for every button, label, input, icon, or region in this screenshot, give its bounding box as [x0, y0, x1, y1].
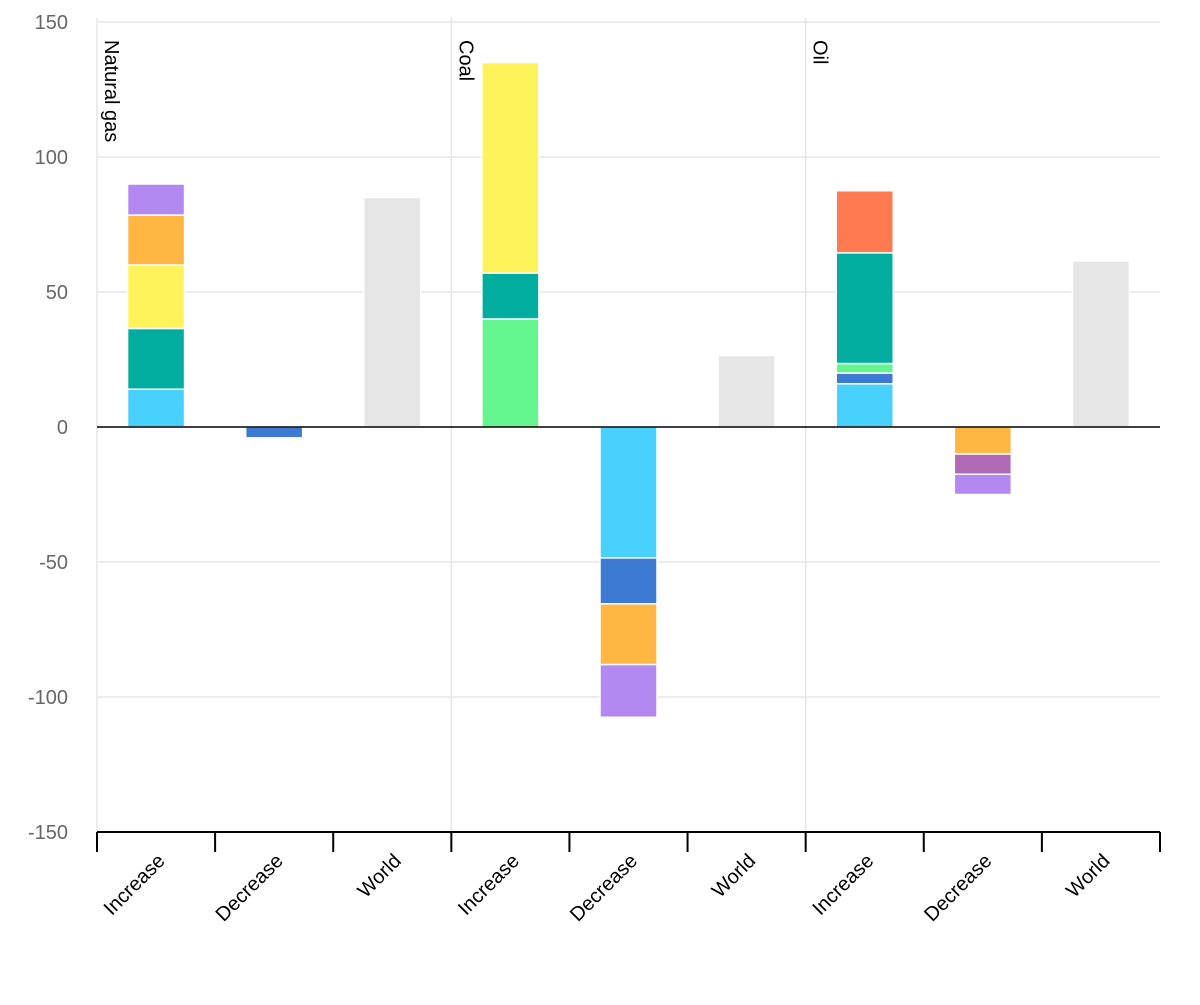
bar-segment	[244, 426, 304, 439]
x-tick-label: Increase	[100, 850, 170, 920]
y-tick-label: 100	[35, 147, 68, 169]
x-tick-label: Decrease	[566, 850, 642, 926]
y-tick-label: -100	[28, 687, 68, 709]
bar-segment	[481, 272, 540, 320]
x-tick-label: Decrease	[212, 850, 288, 926]
bar-segment	[835, 372, 894, 385]
bar-segment	[835, 190, 894, 254]
y-tick-label: -50	[39, 552, 68, 574]
y-tick-label: -150	[28, 822, 68, 844]
bar-segment	[599, 557, 658, 605]
x-axis-ticks: Increase Decrease World Increase Decrease Wor…	[100, 850, 1115, 926]
bar-segment	[126, 214, 186, 266]
x-tick-label: Decrease	[920, 850, 996, 926]
bars	[126, 61, 1131, 718]
bar-segment	[1071, 260, 1131, 428]
y-tick-label: 50	[46, 282, 68, 304]
x-tick-label: World	[354, 850, 406, 902]
bar-segment	[599, 663, 658, 718]
y-axis-ticks: 150 100 50 0 -50 -100 -150	[28, 12, 68, 844]
x-tick-label: Increase	[808, 850, 878, 920]
bar-segment	[835, 252, 894, 365]
bar-segment	[953, 426, 1013, 455]
group-label: Oil	[809, 40, 831, 64]
x-tick-label: World	[708, 850, 760, 902]
x-tick-label: World	[1062, 850, 1114, 902]
bar-segment	[599, 603, 658, 666]
y-tick-label: 0	[57, 417, 68, 439]
group-label: Coal	[454, 40, 476, 81]
bar-segment	[953, 453, 1013, 475]
bar-segment	[481, 318, 540, 428]
bar-segment	[126, 264, 186, 330]
bar-segment	[126, 327, 186, 390]
group-labels: Natural gas Coal Oil	[100, 40, 831, 142]
bar-segment	[126, 183, 186, 216]
bar-segment	[363, 196, 422, 428]
axes	[96, 426, 1161, 852]
y-tick-label: 150	[35, 12, 68, 34]
bar-segment	[481, 61, 540, 274]
group-label: Natural gas	[100, 40, 122, 142]
x-tick-label: Increase	[454, 850, 524, 920]
bar-segment	[835, 362, 894, 374]
bar-segment	[126, 388, 186, 428]
bar-segment	[717, 354, 776, 428]
bar-segment	[835, 383, 894, 428]
bar-segment	[953, 473, 1013, 496]
bar-segment	[599, 426, 658, 559]
